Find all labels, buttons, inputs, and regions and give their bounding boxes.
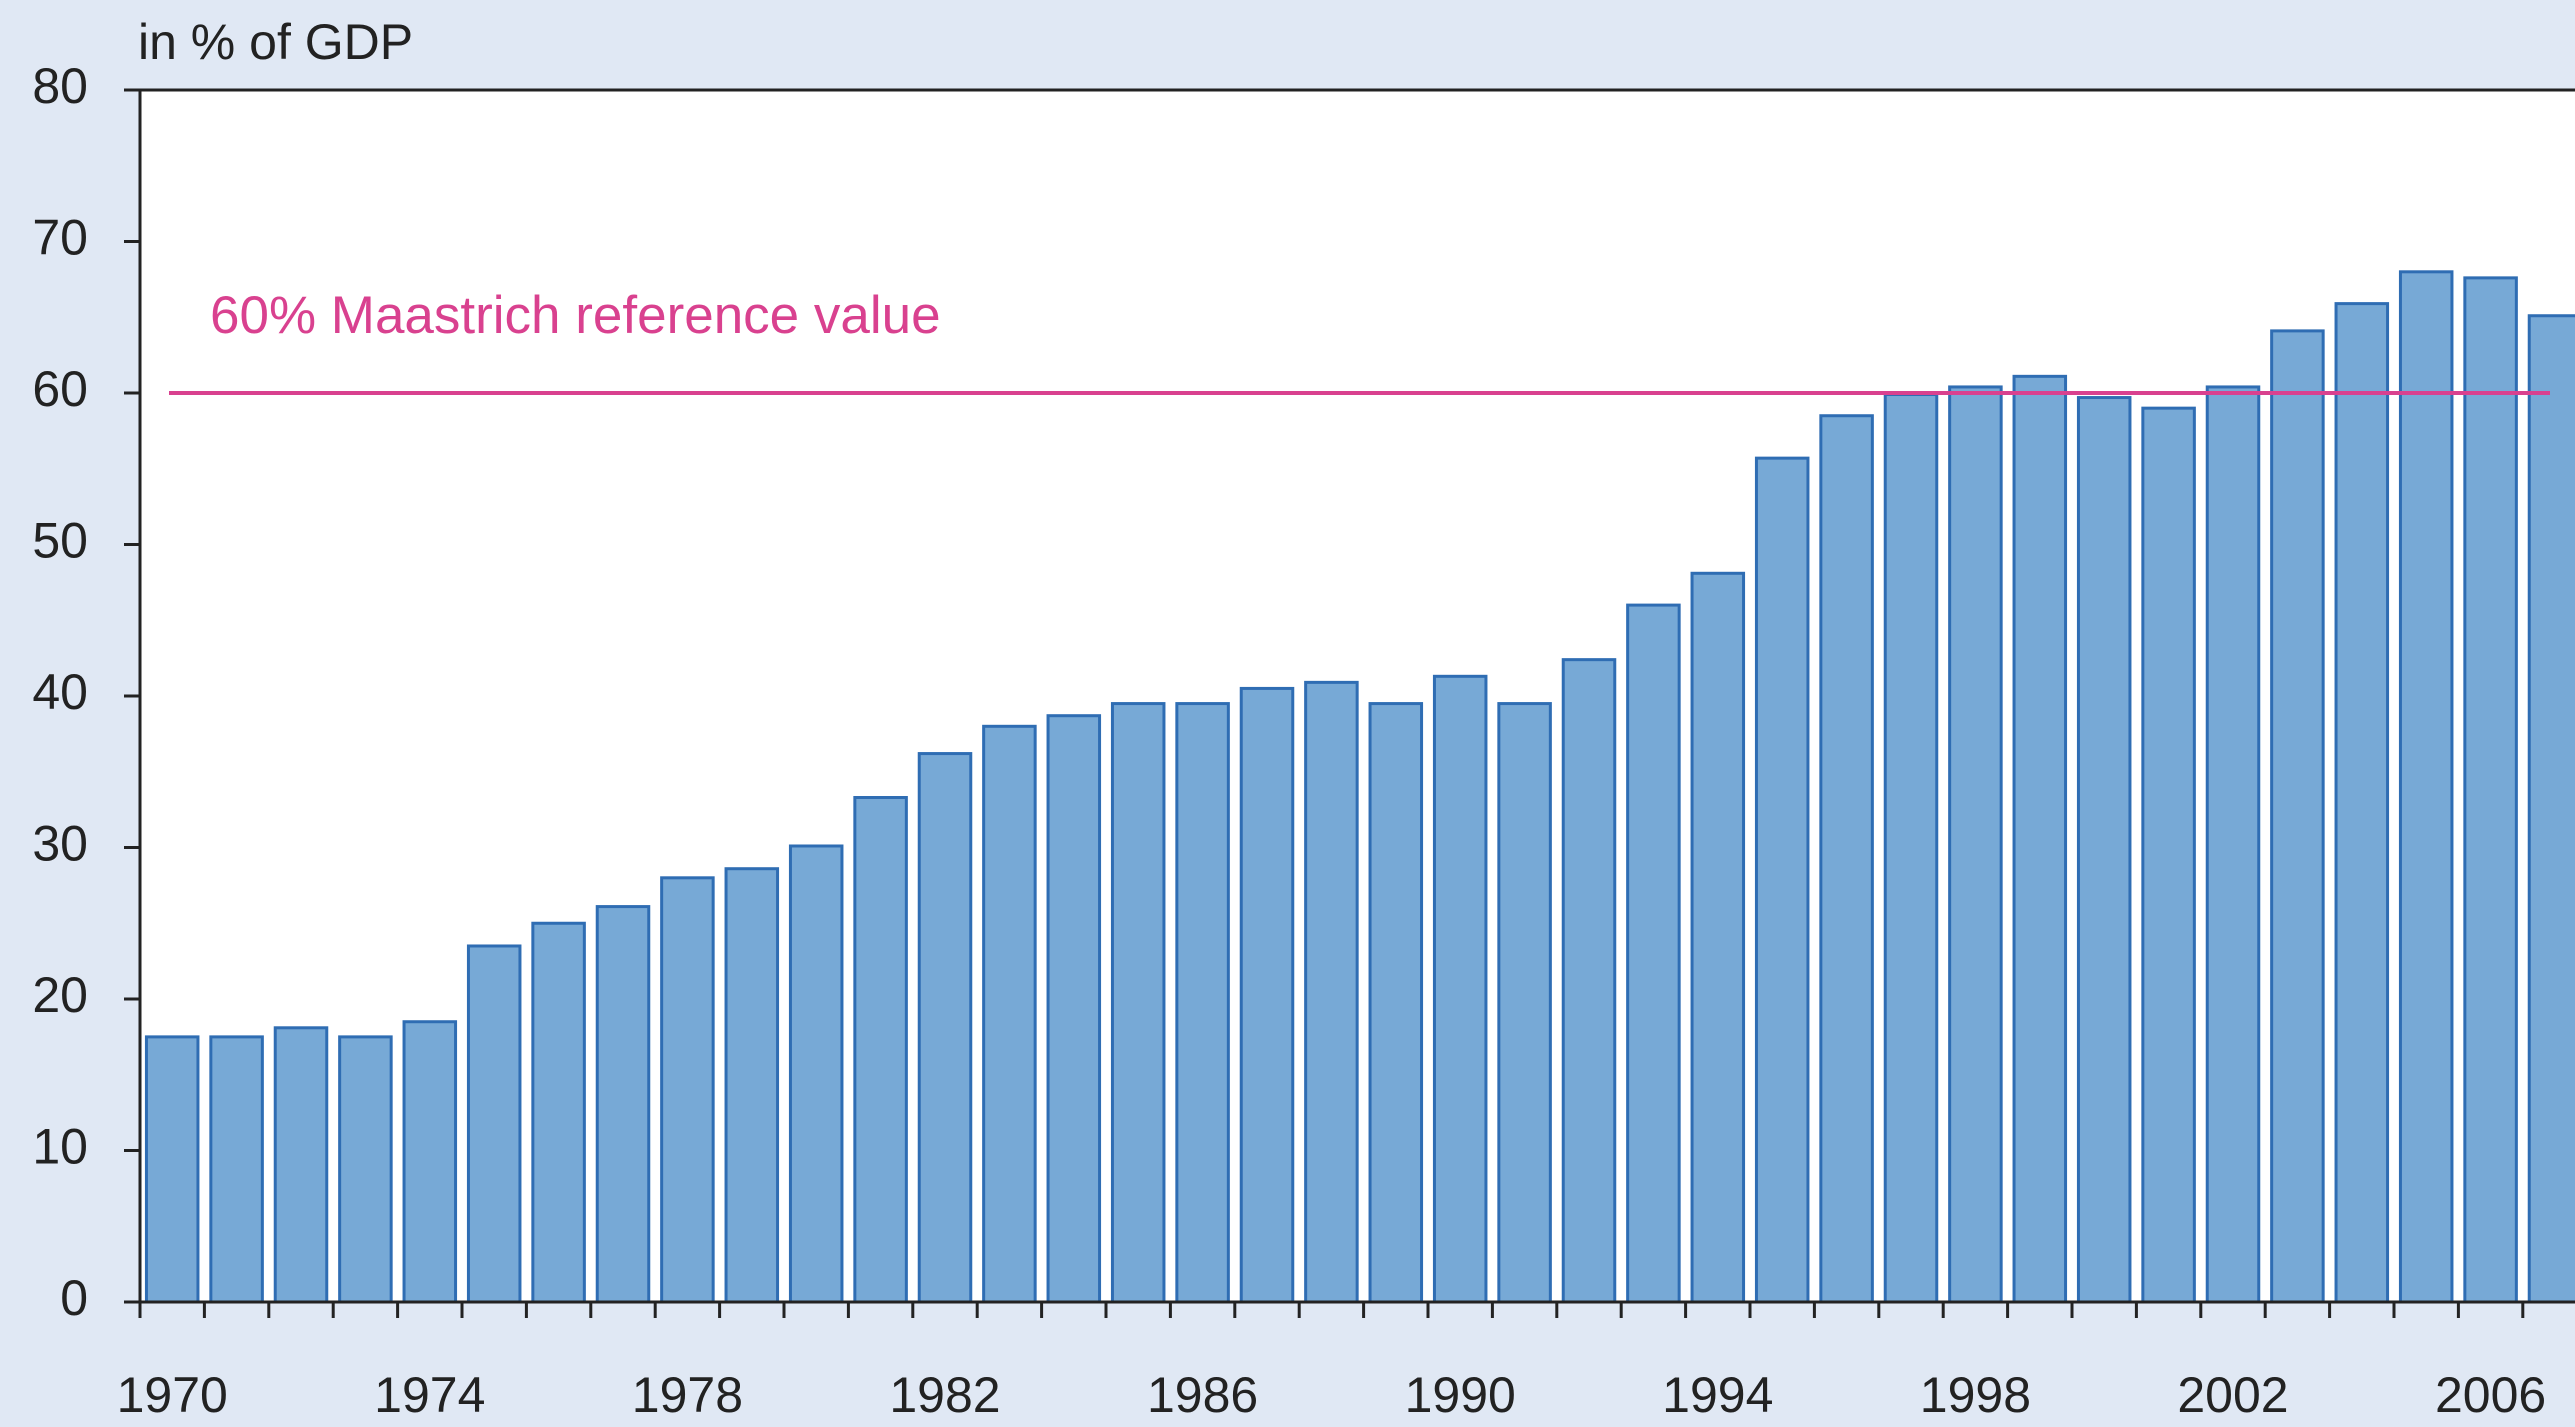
bar	[144, 1035, 200, 1304]
bar	[1754, 456, 1810, 1304]
bar	[853, 796, 908, 1304]
x-tick-label: 2002	[2177, 1367, 2288, 1423]
bar	[2205, 385, 2261, 1304]
bar	[1561, 658, 1617, 1304]
y-tick-label: 10	[32, 1119, 88, 1175]
y-tick-label: 50	[32, 513, 88, 569]
bar	[788, 844, 844, 1304]
bar	[660, 876, 715, 1304]
bar	[917, 752, 973, 1304]
x-tick-label: 1974	[374, 1367, 485, 1423]
bar	[1690, 571, 1746, 1304]
bar	[2398, 270, 2454, 1304]
bar	[466, 944, 522, 1304]
bar	[2527, 314, 2575, 1304]
x-tick-label: 1998	[1920, 1367, 2031, 1423]
bar	[982, 724, 1037, 1304]
bar	[2463, 276, 2518, 1304]
x-tick-label: 1978	[632, 1367, 743, 1423]
bar	[2334, 302, 2390, 1304]
y-axis-label: in % of GDP	[138, 14, 413, 70]
x-tick-label: 1990	[1405, 1367, 1516, 1423]
bar	[209, 1035, 264, 1304]
y-tick-label: 60	[32, 361, 88, 417]
bar	[2076, 396, 2132, 1304]
bar	[1819, 414, 1874, 1304]
bar	[1948, 385, 2003, 1304]
x-tick-label: 2006	[2435, 1367, 2546, 1423]
y-tick-label: 0	[60, 1270, 88, 1326]
bar	[1304, 680, 1359, 1304]
bar	[1883, 393, 1939, 1304]
bar	[595, 905, 651, 1304]
x-tick-label: 1982	[889, 1367, 1000, 1423]
y-tick-label: 70	[32, 210, 88, 266]
bar	[1046, 714, 1102, 1304]
x-tick-label: 1986	[1147, 1367, 1258, 1423]
bar	[724, 867, 780, 1304]
bar	[1175, 702, 1230, 1304]
bar	[1497, 702, 1552, 1304]
bar	[2012, 374, 2068, 1304]
x-tick-label: 1970	[117, 1367, 228, 1423]
y-tick-label: 30	[32, 816, 88, 872]
bar	[1626, 603, 1681, 1304]
bar	[2270, 329, 2325, 1304]
bar	[1432, 674, 1488, 1304]
x-tick-label: 1994	[1662, 1367, 1773, 1423]
bar	[273, 1026, 329, 1304]
bar	[1368, 702, 1424, 1304]
y-tick-label: 20	[32, 967, 88, 1023]
y-tick-label: 80	[32, 58, 88, 114]
bar	[531, 921, 586, 1304]
bar	[1110, 702, 1166, 1304]
y-tick-label: 40	[32, 664, 88, 720]
bar	[338, 1035, 393, 1304]
reference-label: 60% Maastrich reference value	[210, 286, 941, 345]
bar	[402, 1020, 458, 1304]
bar	[1239, 686, 1295, 1304]
bar	[2141, 406, 2196, 1304]
